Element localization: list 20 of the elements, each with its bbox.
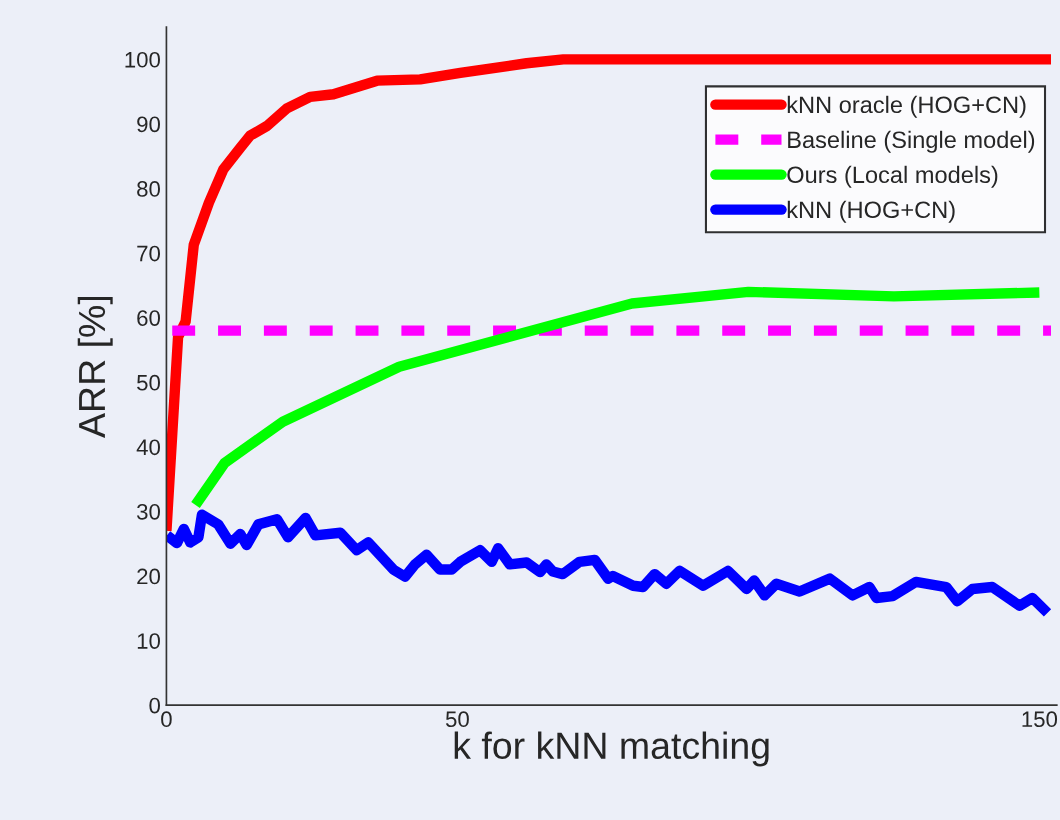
y-tick-label: 30 — [137, 503, 160, 520]
y-tick-label: 40 — [136, 439, 160, 456]
x-tick-label: 150 — [1022, 711, 1058, 728]
y-tick-label: 60 — [137, 310, 160, 326]
legend-label: kNN oracle (HOG+CN) — [787, 95, 1026, 118]
y-tick-label: 0 — [149, 697, 160, 714]
legend-label: Ours (Local models) — [787, 165, 998, 188]
legend-label: kNN (HOG+CN) — [787, 200, 955, 223]
legend-label: Baseline (Single model) — [788, 130, 1035, 153]
y-tick-label: 100 — [125, 51, 160, 68]
y-axis-title: ARR [%] — [77, 296, 113, 438]
y-tick-label: 90 — [137, 116, 160, 133]
y-tick-label: 50 — [137, 374, 160, 391]
x-tick-label: 50 — [445, 711, 469, 728]
x-axis-title: k for kNN matching — [454, 731, 769, 767]
y-tick-label: 80 — [137, 181, 160, 197]
y-tick-label: 70 — [137, 245, 160, 262]
x-tick-label: 0 — [161, 711, 172, 728]
y-tick-label: 10 — [137, 633, 160, 649]
y-tick-label: 20 — [137, 568, 160, 585]
